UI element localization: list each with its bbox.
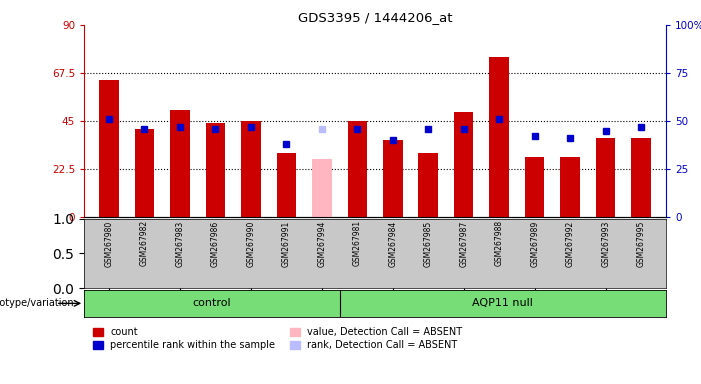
Bar <box>241 121 261 217</box>
Text: GSM267986: GSM267986 <box>211 220 220 266</box>
Bar <box>383 140 402 217</box>
Bar <box>170 110 190 217</box>
Text: GSM267983: GSM267983 <box>175 220 184 266</box>
Bar <box>348 121 367 217</box>
Legend: count, percentile rank within the sample, value, Detection Call = ABSENT, rank, : count, percentile rank within the sample… <box>89 324 466 354</box>
Text: genotype/variation: genotype/variation <box>0 298 77 308</box>
Text: GSM267981: GSM267981 <box>353 220 362 266</box>
Bar <box>596 138 615 217</box>
Title: GDS3395 / 1444206_at: GDS3395 / 1444206_at <box>298 11 452 24</box>
Text: GSM267989: GSM267989 <box>530 220 539 266</box>
Text: GSM267992: GSM267992 <box>566 220 575 266</box>
Bar <box>525 157 545 217</box>
Bar <box>100 80 118 217</box>
Bar <box>135 129 154 217</box>
Bar <box>205 123 225 217</box>
Bar <box>560 157 580 217</box>
Text: GSM267990: GSM267990 <box>246 220 255 266</box>
Bar <box>418 153 438 217</box>
Text: GSM267987: GSM267987 <box>459 220 468 266</box>
Bar <box>277 153 296 217</box>
Text: GSM267993: GSM267993 <box>601 220 610 266</box>
Text: GSM267991: GSM267991 <box>282 220 291 266</box>
Text: GSM267982: GSM267982 <box>140 220 149 266</box>
Text: AQP11 null: AQP11 null <box>472 298 533 308</box>
Text: GSM267980: GSM267980 <box>104 220 114 266</box>
Bar <box>454 113 473 217</box>
Text: GSM267985: GSM267985 <box>423 220 433 266</box>
Text: GSM267995: GSM267995 <box>637 220 646 266</box>
Text: GSM267984: GSM267984 <box>388 220 397 266</box>
Text: GSM267988: GSM267988 <box>495 220 504 266</box>
Bar <box>312 159 332 217</box>
Bar <box>632 138 651 217</box>
Text: GSM267994: GSM267994 <box>318 220 327 266</box>
Bar <box>489 57 509 217</box>
Text: control: control <box>193 298 231 308</box>
